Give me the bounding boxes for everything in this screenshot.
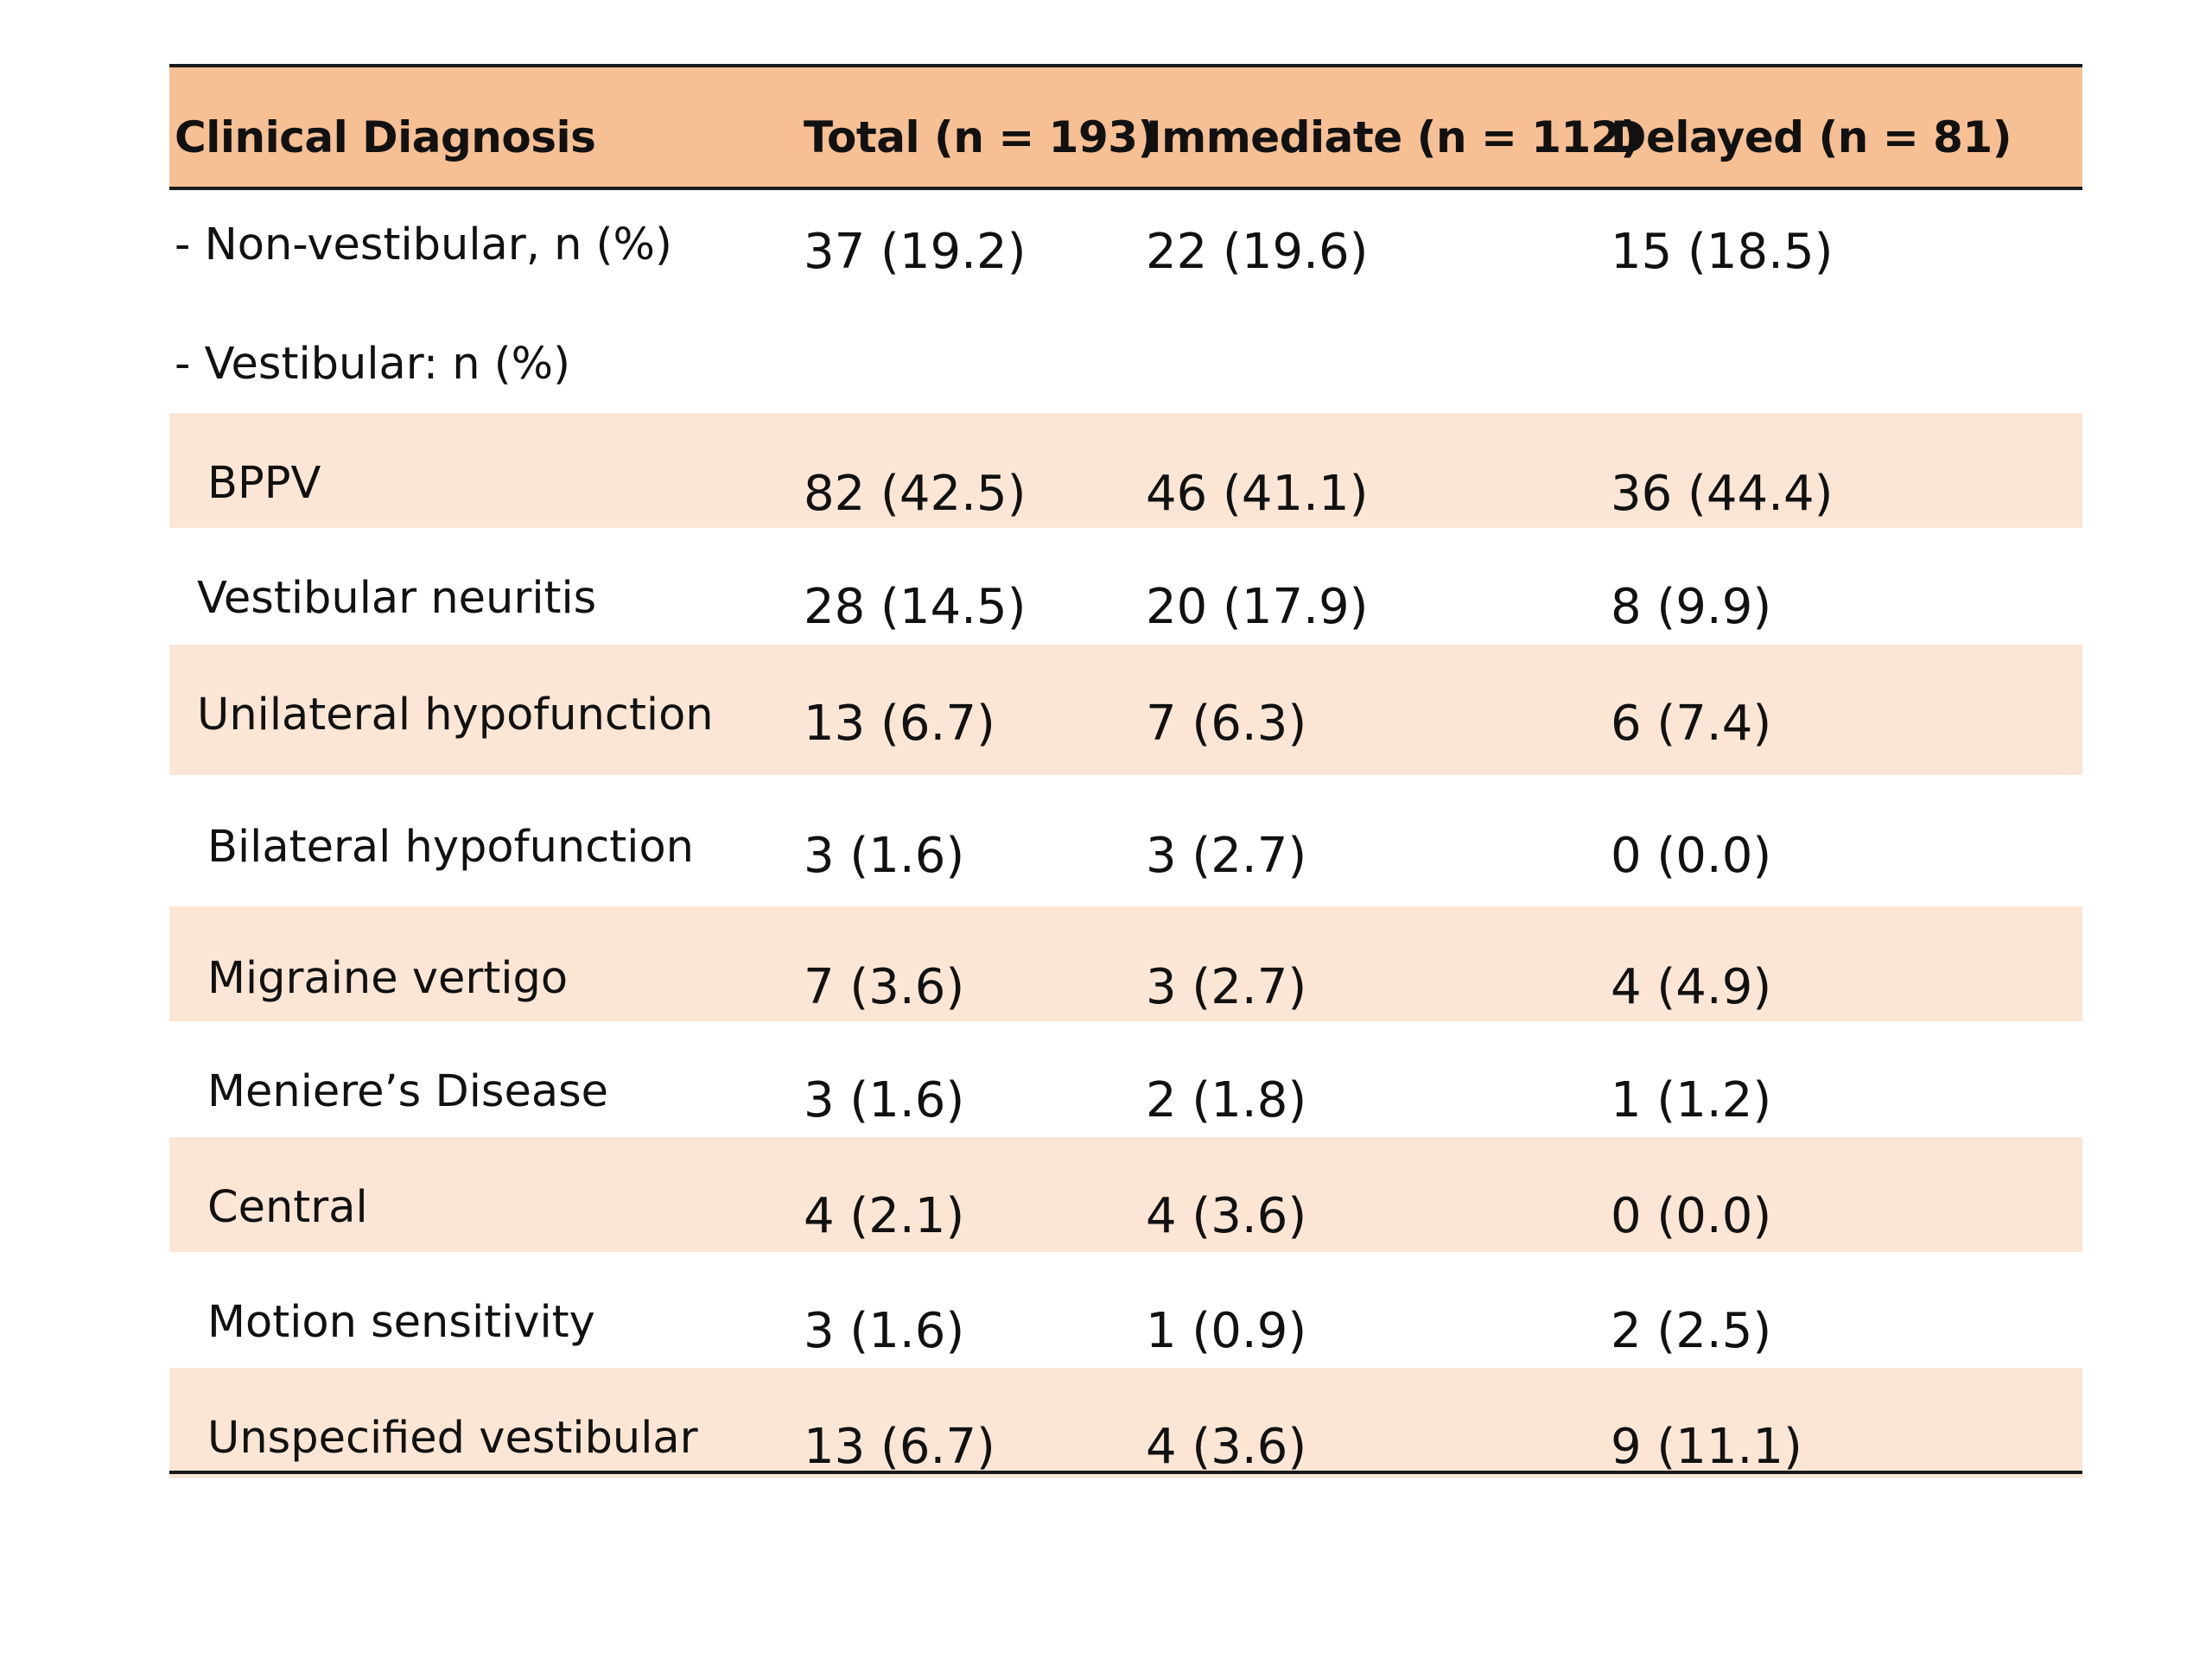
row-label: Vestibular neuritis xyxy=(197,573,597,624)
row-total: 37 (19.2) xyxy=(804,224,1027,280)
table-row: Bilateral hypofunction 3 (1.6) 3 (2.7) 0… xyxy=(169,775,2082,906)
row-immediate: 4 (3.6) xyxy=(1146,1188,1307,1244)
row-label: Unspecified vestibular xyxy=(207,1413,698,1464)
table-row: Meniere’s Disease 3 (1.6) 2 (1.8) 1 (1.2… xyxy=(169,1021,2082,1137)
row-total: 28 (14.5) xyxy=(804,579,1027,635)
row-delayed: 6 (7.4) xyxy=(1611,696,1772,752)
row-label: Migraine vertigo xyxy=(207,953,569,1004)
row-immediate: 22 (19.6) xyxy=(1146,224,1369,280)
header-clinical-diagnosis: Clinical Diagnosis xyxy=(175,112,596,162)
row-total: 82 (42.5) xyxy=(804,466,1027,522)
row-immediate: 2 (1.8) xyxy=(1146,1072,1307,1128)
row-total: 4 (2.1) xyxy=(804,1188,965,1244)
header-immediate: Immediate (n = 112) xyxy=(1146,112,1640,162)
table-row: - Non-vestibular, n (%) 37 (19.2) 22 (19… xyxy=(169,190,2082,308)
row-label: Bilateral hypofunction xyxy=(207,822,694,873)
diagnosis-table: Clinical Diagnosis Total (n = 193) Immed… xyxy=(169,64,2082,1478)
row-immediate: 3 (2.7) xyxy=(1146,959,1307,1015)
row-total: 13 (6.7) xyxy=(804,1419,995,1475)
row-label: BPPV xyxy=(207,458,321,509)
row-label: Meniere’s Disease xyxy=(207,1066,609,1117)
row-total: 7 (3.6) xyxy=(804,959,965,1015)
row-delayed: 8 (9.9) xyxy=(1611,579,1772,635)
header-total: Total (n = 193) xyxy=(804,112,1157,162)
row-label: Central xyxy=(207,1182,368,1233)
row-label: - Non-vestibular, n (%) xyxy=(175,219,672,270)
row-delayed: 0 (0.0) xyxy=(1611,828,1772,884)
row-label: Motion sensitivity xyxy=(207,1297,595,1348)
row-total: 3 (1.6) xyxy=(804,828,965,884)
row-immediate: 3 (2.7) xyxy=(1146,828,1307,884)
table-row: Unilateral hypofunction 13 (6.7) 7 (6.3)… xyxy=(169,645,2082,775)
table-row: Vestibular neuritis 28 (14.5) 20 (17.9) … xyxy=(169,528,2082,645)
table-row: Migraine vertigo 7 (3.6) 3 (2.7) 4 (4.9) xyxy=(169,906,2082,1021)
header-delayed: Delayed (n = 81) xyxy=(1611,112,2012,162)
row-immediate: 7 (6.3) xyxy=(1146,696,1307,752)
row-label: - Vestibular: n (%) xyxy=(175,339,571,390)
row-delayed: 0 (0.0) xyxy=(1611,1188,1772,1244)
row-label: Unilateral hypofunction xyxy=(197,690,714,741)
table-header-row: Clinical Diagnosis Total (n = 193) Immed… xyxy=(169,64,2082,190)
row-immediate: 1 (0.9) xyxy=(1146,1303,1307,1359)
table-row: Motion sensitivity 3 (1.6) 1 (0.9) 2 (2.… xyxy=(169,1252,2082,1368)
row-immediate: 4 (3.6) xyxy=(1146,1419,1307,1475)
row-delayed: 2 (2.5) xyxy=(1611,1303,1772,1359)
row-immediate: 20 (17.9) xyxy=(1146,579,1369,635)
row-delayed: 15 (18.5) xyxy=(1611,224,1834,280)
row-total: 3 (1.6) xyxy=(804,1072,965,1128)
row-total: 13 (6.7) xyxy=(804,696,995,752)
table-row: Central 4 (2.1) 4 (3.6) 0 (0.0) xyxy=(169,1137,2082,1252)
table-row: - Vestibular: n (%) xyxy=(169,308,2082,413)
table-row: BPPV 82 (42.5) 46 (41.1) 36 (44.4) xyxy=(169,413,2082,528)
row-delayed: 9 (11.1) xyxy=(1611,1419,1802,1475)
row-delayed: 1 (1.2) xyxy=(1611,1072,1772,1128)
row-delayed: 36 (44.4) xyxy=(1611,466,1834,522)
row-total: 3 (1.6) xyxy=(804,1303,965,1359)
table-bottom-rule xyxy=(169,1471,2082,1474)
table-row: Unspecified vestibular 13 (6.7) 4 (3.6) … xyxy=(169,1368,2082,1478)
row-delayed: 4 (4.9) xyxy=(1611,959,1772,1015)
row-immediate: 46 (41.1) xyxy=(1146,466,1369,522)
